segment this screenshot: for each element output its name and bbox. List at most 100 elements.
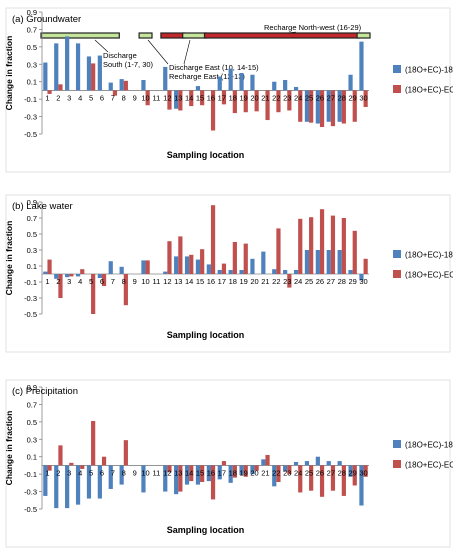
bar-delta-18o-6 [97,55,102,91]
bar-delta-ec-26 [319,90,325,128]
bar-delta-ec-1 [47,90,52,94]
bar-delta-18o-3 [65,274,70,278]
chart-title: (c) Precipitation [12,386,78,397]
bar-delta-18o-13 [174,465,179,495]
x-tick-label: 1 [45,468,49,477]
y-tick-label: -0.1 [24,95,37,104]
bar-delta-18o-1 [43,271,48,274]
bar-delta-18o-7 [108,82,113,91]
bar-delta-ec-14 [189,465,194,482]
x-tick-label: 28 [338,93,346,102]
x-tick-label: 3 [67,277,71,286]
bar-delta-18o-23 [283,270,288,274]
y-tick-label: 0.5 [27,43,37,52]
bar-delta-ec-30 [363,465,368,477]
y-tick-label: 0.3 [27,435,37,444]
x-tick-label: 11 [153,468,161,477]
bar-delta-18o-20 [250,258,255,274]
bar-delta-ec-5 [91,63,96,91]
bar-delta-18o-27 [326,90,331,122]
legend-entry-1: (18O+EC)-18O [405,251,453,260]
annotation-discharge-south-line1: Discharge [103,51,137,60]
bar-delta-18o-22 [272,269,277,274]
bar-delta-18o-24 [293,270,299,274]
bar-delta-18o-8 [119,266,124,274]
bar-delta-18o-16 [206,264,211,274]
x-tick-label: 6 [100,468,104,477]
bar-delta-18o-10 [141,260,146,274]
x-tick-label: 7 [111,468,115,477]
x-tick-label: 16 [207,277,215,286]
bar-delta-ec-2 [58,445,63,466]
bar-delta-ec-27 [330,215,336,274]
legend-entry-2: (18O+EC)-EC [405,461,453,470]
y-tick-label: -0.5 [24,130,37,139]
bar-delta-18o-18 [228,465,233,483]
bar-delta-18o-30 [359,274,364,281]
annotation-recharge-east: Recharge East (12-13) [169,72,245,81]
x-tick-label: 25 [305,93,313,102]
annotation-discharge-south-line2: South (1-7, 30) [103,60,154,69]
bar-delta-ec-15 [200,249,205,274]
x-tick-label: 17 [218,277,226,286]
bar-delta-ec-25 [309,217,314,274]
y-axis-label: Change in fraction [4,221,14,296]
x-tick-label: 14 [185,93,193,102]
x-tick-label: 6 [100,93,104,102]
band-discharge-east-10 [138,32,153,39]
y-tick-label: 0.3 [27,60,37,69]
y-axis-label: Change in fraction [4,36,14,111]
bar-delta-ec-24 [298,90,303,122]
bar-delta-18o-24 [293,86,299,91]
bar-delta-ec-12 [167,90,172,110]
y-tick-label: 0.3 [27,246,37,255]
bar-delta-18o-24 [293,461,299,466]
bar-delta-18o-26 [315,90,320,124]
bar-delta-18o-26 [315,456,320,466]
x-tick-label: 6 [100,277,104,286]
bar-delta-ec-24 [298,465,303,493]
x-tick-label: 2 [56,277,60,286]
x-tick-label: 18 [229,277,237,286]
bar-delta-ec-14 [189,90,194,107]
bar-delta-18o-13 [174,90,179,109]
bar-delta-18o-7 [108,261,113,274]
x-tick-label: 1 [45,277,49,286]
bar-delta-18o-10 [141,79,146,91]
bar-delta-ec-28 [341,465,346,496]
legend-swatch-2 [393,85,401,93]
bar-delta-ec-7 [112,90,118,96]
chart-panel-3: -0.5-0.3-0.10.10.30.50.70.91 2 3 4 5 6 7 8 9 10 11… [4,379,453,548]
x-tick-label: 12 [163,468,171,477]
bar-delta-ec-27 [330,465,336,491]
x-tick-label: 8 [122,468,126,477]
bar-delta-18o-15 [195,86,201,91]
bar-delta-ec-29 [352,90,357,122]
bar-delta-ec-26 [319,465,325,497]
x-tick-label: 23 [283,277,291,286]
y-tick-label: 0.5 [27,418,37,427]
bar-delta-ec-16 [210,465,216,500]
bar-delta-ec-12 [167,465,172,473]
y-tick-label: -0.3 [24,113,37,122]
bar-delta-18o-28 [337,90,342,122]
bar-delta-ec-29 [352,465,357,486]
bar-delta-18o-17 [217,465,222,480]
x-tick-label: 30 [359,277,367,286]
x-tick-label: 24 [294,93,302,102]
bar-delta-18o-28 [337,461,342,466]
x-tick-label: 13 [174,277,182,286]
x-tick-label: 15 [196,468,204,477]
x-tick-label: 24 [294,277,302,286]
y-tick-label: -0.5 [24,310,37,319]
bar-delta-18o-7 [108,465,113,489]
x-tick-label: 19 [239,468,247,477]
bar-delta-18o-18 [228,68,233,91]
x-tick-label: 12 [163,277,171,286]
x-axis-label: Sampling location [167,525,245,535]
bar-delta-ec-25 [309,90,314,123]
x-tick-label: 27 [327,468,335,477]
x-tick-label: 22 [272,468,280,477]
annotation-discharge-east: Discharge East (10, 14-15) [169,63,259,72]
x-tick-label: 4 [78,468,82,477]
